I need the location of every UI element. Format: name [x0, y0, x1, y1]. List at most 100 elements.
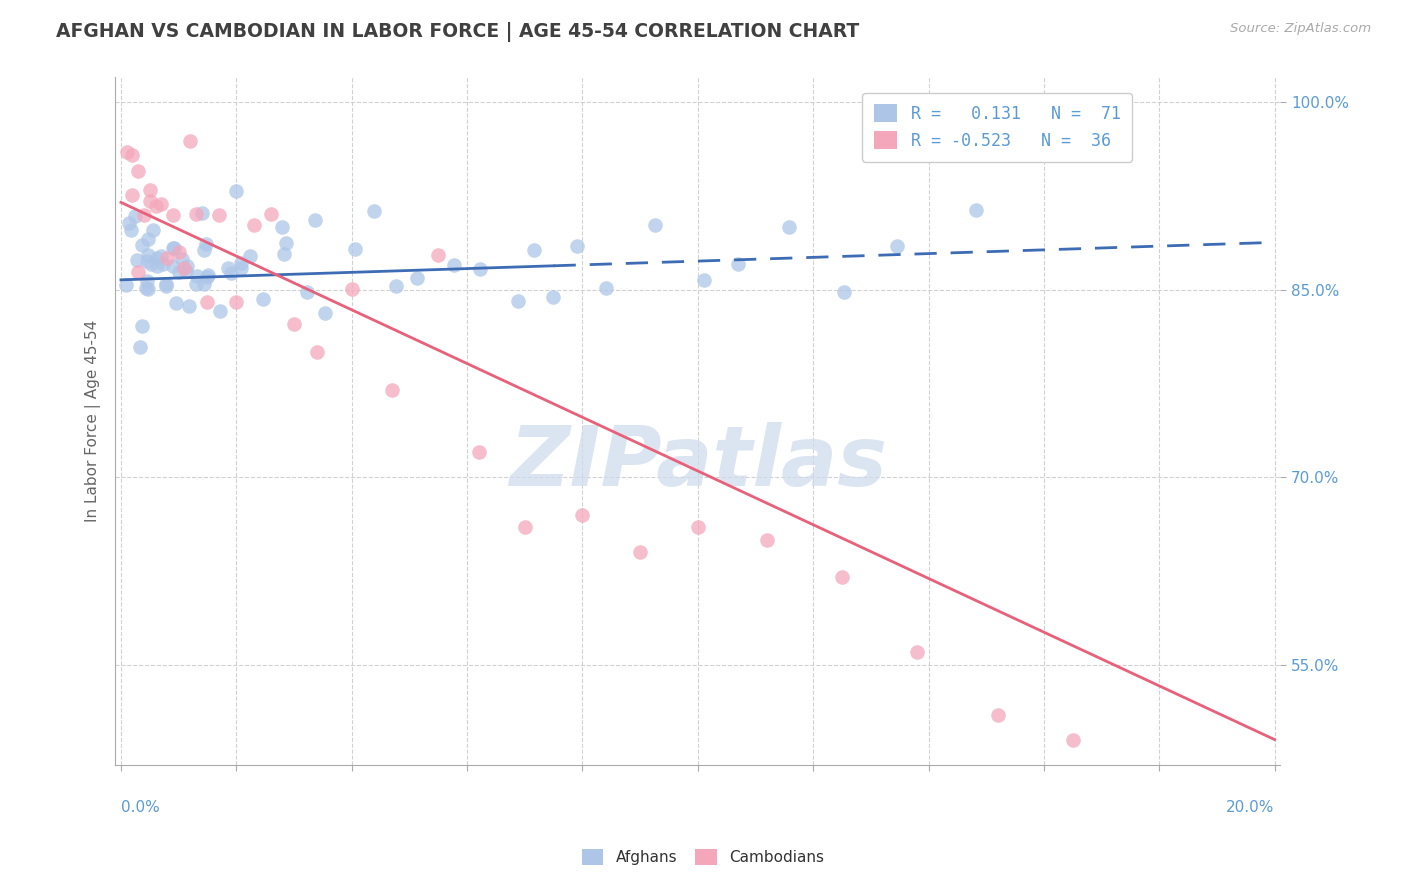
Point: [965, 203, 987, 218]
Point: [156, 251, 179, 265]
Point: [152, 257, 174, 271]
Point: [304, 213, 326, 227]
Point: [274, 236, 297, 251]
Point: [406, 271, 429, 285]
Point: [179, 134, 201, 148]
Point: [193, 277, 215, 292]
Point: [135, 253, 157, 268]
Point: [567, 238, 589, 252]
Point: [162, 241, 184, 255]
Text: 0.0%: 0.0%: [121, 799, 160, 814]
Point: [778, 220, 800, 235]
Point: [595, 280, 617, 294]
Point: [191, 206, 214, 220]
Point: [121, 187, 143, 202]
Point: [155, 277, 177, 292]
Point: [506, 294, 529, 309]
Point: [315, 306, 337, 320]
Point: [127, 164, 149, 178]
Point: [167, 265, 190, 279]
Point: [252, 293, 274, 307]
Point: [139, 183, 162, 197]
Text: AFGHAN VS CAMBODIAN IN LABOR FORCE | AGE 45-54 CORRELATION CHART: AFGHAN VS CAMBODIAN IN LABOR FORCE | AGE…: [56, 22, 859, 42]
Point: [132, 208, 155, 222]
Point: [987, 707, 1010, 722]
Point: [217, 261, 239, 276]
Point: [381, 383, 404, 397]
Point: [120, 223, 142, 237]
Point: [340, 282, 363, 296]
Point: [165, 295, 187, 310]
Point: [225, 184, 247, 198]
Point: [385, 278, 408, 293]
Text: 20.0%: 20.0%: [1226, 799, 1275, 814]
Point: [170, 252, 193, 266]
Point: [162, 260, 184, 274]
Point: [118, 216, 141, 230]
Point: [115, 145, 138, 160]
Point: [195, 269, 218, 284]
Point: [131, 318, 153, 333]
Point: [239, 249, 262, 263]
Point: [131, 237, 153, 252]
Point: [225, 295, 247, 310]
Point: [115, 277, 138, 292]
Text: Source: ZipAtlas.com: Source: ZipAtlas.com: [1230, 22, 1371, 36]
Point: [176, 260, 198, 274]
Point: [443, 258, 465, 272]
Point: [177, 299, 200, 313]
Point: [127, 252, 149, 267]
Point: [467, 445, 489, 459]
Point: [142, 222, 165, 236]
Point: [208, 304, 231, 318]
Point: [186, 268, 208, 283]
Point: [146, 259, 169, 273]
Point: [628, 545, 651, 559]
Point: [905, 645, 928, 659]
Point: [307, 345, 329, 359]
Point: [229, 256, 252, 270]
Point: [523, 244, 546, 258]
Point: [194, 236, 217, 251]
Point: [184, 206, 207, 220]
Point: [343, 242, 366, 256]
Point: [193, 244, 215, 258]
Point: [727, 257, 749, 271]
Point: [644, 218, 666, 232]
Point: [162, 208, 184, 222]
Point: [124, 209, 146, 223]
Point: [145, 199, 167, 213]
Point: [693, 273, 716, 287]
Point: [121, 148, 143, 162]
Point: [128, 340, 150, 354]
Point: [295, 285, 318, 300]
Point: [229, 260, 252, 275]
Point: [886, 239, 908, 253]
Point: [221, 266, 243, 280]
Point: [427, 248, 450, 262]
Point: [184, 277, 207, 292]
Y-axis label: In Labor Force | Age 45-54: In Labor Force | Age 45-54: [86, 320, 101, 522]
Point: [756, 533, 779, 547]
Point: [136, 282, 159, 296]
Point: [571, 508, 593, 522]
Point: [273, 247, 295, 261]
Point: [197, 268, 219, 282]
Point: [145, 252, 167, 266]
Point: [174, 264, 197, 278]
Point: [163, 241, 186, 255]
Point: [135, 281, 157, 295]
Point: [541, 289, 564, 303]
Point: [139, 257, 162, 271]
Point: [283, 317, 305, 331]
Point: [1062, 732, 1084, 747]
Point: [363, 203, 385, 218]
Point: [150, 197, 173, 211]
Point: [136, 248, 159, 262]
Point: [831, 570, 853, 584]
Point: [139, 194, 162, 208]
Point: [270, 220, 292, 235]
Point: [197, 295, 219, 310]
Point: [127, 265, 149, 279]
Point: [167, 245, 190, 260]
